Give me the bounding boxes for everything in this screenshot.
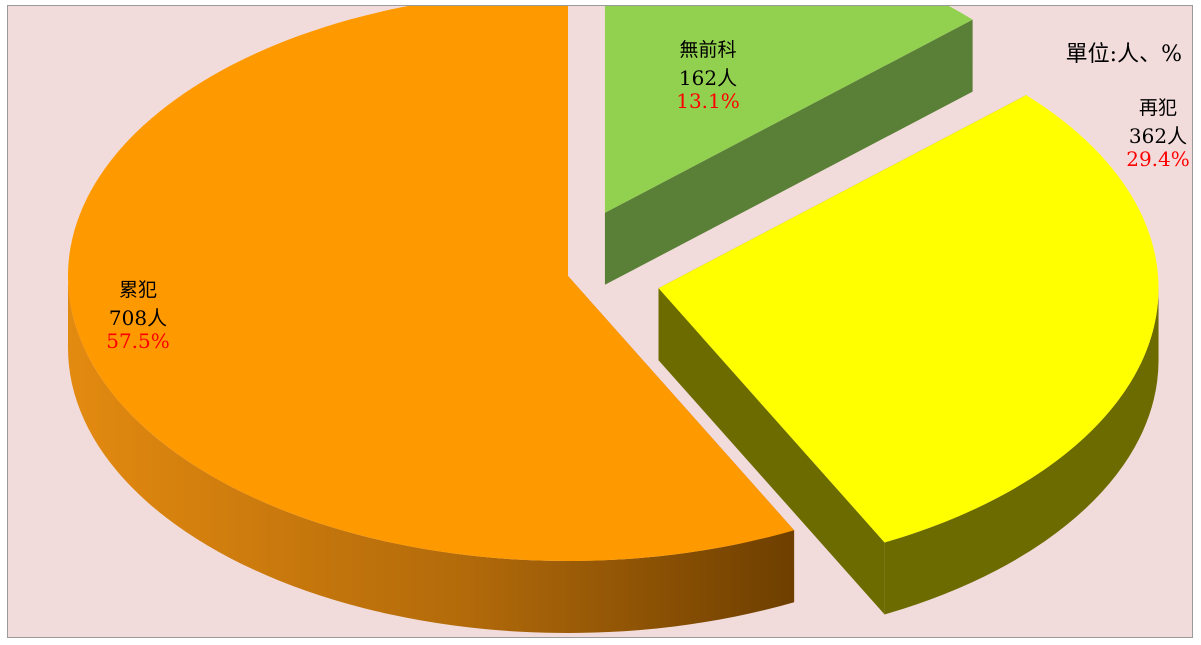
pie-slice-rim xyxy=(68,276,795,633)
slice-count-label: 362人 xyxy=(1129,124,1187,148)
pie-slice xyxy=(604,6,973,285)
chart-area: 無前科 162人 13.1% 再犯 362人 29.4% 累犯 708人 57.5% 單位:人、… xyxy=(7,5,1193,638)
pie-slice xyxy=(68,6,795,633)
slice-percent-label: 13.1% xyxy=(676,89,740,113)
slice-top xyxy=(604,6,973,213)
pie-slice-rim xyxy=(884,288,1159,615)
slices-layer xyxy=(68,6,1159,633)
slice-count-label: 708人 xyxy=(109,306,167,330)
slice-name-label: 再犯 xyxy=(1139,97,1177,119)
slice-percent-label: 29.4% xyxy=(1126,147,1190,171)
slice-top xyxy=(68,6,795,561)
pie-slice-wall xyxy=(604,19,973,285)
slice-top xyxy=(658,95,1159,543)
pie-slice-wall xyxy=(658,288,885,615)
slice-percent-label: 57.5% xyxy=(106,329,170,353)
pie-slice xyxy=(658,95,1159,615)
unit-label: 單位:人、% xyxy=(1065,42,1182,67)
slice-count-label: 162人 xyxy=(679,66,737,90)
slice-name-label: 無前科 xyxy=(679,39,736,61)
slice-name-label: 累犯 xyxy=(119,279,157,301)
